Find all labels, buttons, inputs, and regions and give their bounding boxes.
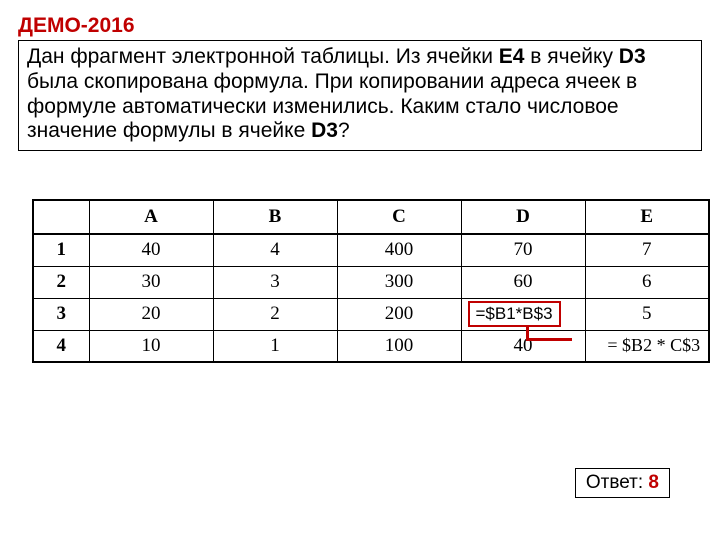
header-row: A B C D E xyxy=(33,200,709,234)
cell: 6 xyxy=(585,266,709,298)
row-label: 3 xyxy=(33,298,89,330)
cell: 200 xyxy=(337,298,461,330)
row-label: 2 xyxy=(33,266,89,298)
cell: 60 xyxy=(461,266,585,298)
q-b3: D3 xyxy=(311,119,338,142)
q-b1: E4 xyxy=(499,45,525,68)
formula-e4: = $B2 * C$3 xyxy=(586,335,709,356)
header-A: A xyxy=(89,200,213,234)
spreadsheet-table: A B C D E 1 40 4 400 70 7 2 30 3 300 60 … xyxy=(32,199,710,363)
header-B: B xyxy=(213,200,337,234)
header-blank xyxy=(33,200,89,234)
cell: 5 xyxy=(585,298,709,330)
cell: 30 xyxy=(89,266,213,298)
cell: 2 xyxy=(213,298,337,330)
table-row: 3 20 2 200 =$B1*B$3 5 xyxy=(33,298,709,330)
cell: 20 xyxy=(89,298,213,330)
row-label: 1 xyxy=(33,234,89,266)
cell: 100 xyxy=(337,330,461,362)
cell-d3: =$B1*B$3 xyxy=(461,298,585,330)
cell-e4: = $B2 * C$3 xyxy=(585,330,709,362)
q-end: ? xyxy=(338,119,350,142)
q-pre1: Дан фрагмент электронной таблицы. Из яче… xyxy=(27,45,499,68)
q-b2: D3 xyxy=(619,45,646,68)
cell: 7 xyxy=(585,234,709,266)
cell: 1 xyxy=(213,330,337,362)
question-text: Дан фрагмент электронной таблицы. Из яче… xyxy=(18,40,702,151)
answer-label: Ответ: xyxy=(586,472,649,493)
answer-value: 8 xyxy=(648,472,659,493)
table-row: 1 40 4 400 70 7 xyxy=(33,234,709,266)
cell: 300 xyxy=(337,266,461,298)
table-row: 4 10 1 100 40 = $B2 * C$3 xyxy=(33,330,709,362)
row-label: 4 xyxy=(33,330,89,362)
page-title: ДЕМО-2016 xyxy=(18,14,702,38)
header-C: C xyxy=(337,200,461,234)
spreadsheet-container: A B C D E 1 40 4 400 70 7 2 30 3 300 60 … xyxy=(18,199,702,363)
cell: 10 xyxy=(89,330,213,362)
cell: 70 xyxy=(461,234,585,266)
header-D: D xyxy=(461,200,585,234)
table-row: 2 30 3 300 60 6 xyxy=(33,266,709,298)
cell: 400 xyxy=(337,234,461,266)
header-E: E xyxy=(585,200,709,234)
cell: 40 xyxy=(89,234,213,266)
q-mid1: в ячейку xyxy=(524,45,618,68)
answer-box: Ответ: 8 xyxy=(575,468,670,498)
cell: 4 xyxy=(213,234,337,266)
cell: 3 xyxy=(213,266,337,298)
formula-d3-box: =$B1*B$3 xyxy=(468,301,561,327)
